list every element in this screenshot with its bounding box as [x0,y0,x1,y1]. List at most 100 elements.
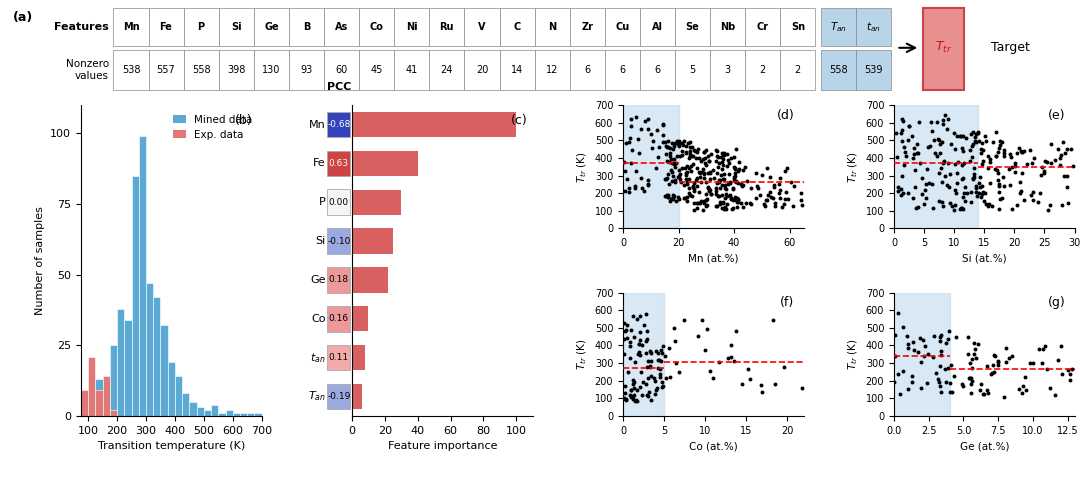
Point [962,198,980,206]
Point [688,164,705,172]
Point [905,144,922,152]
Point [729,179,746,186]
Point [970,129,987,136]
Point [658,191,675,198]
Bar [289,8,324,46]
Point [897,152,915,160]
Point [931,140,948,148]
Point [944,203,961,210]
Point [698,196,715,203]
Point [994,194,1011,201]
Point [618,326,635,334]
Point [931,149,948,156]
Point [714,165,731,173]
Point [945,206,962,214]
Point [959,350,976,358]
Point [894,367,912,375]
Point [754,389,771,396]
Point [1052,155,1069,163]
Point [900,137,917,144]
Point [732,180,750,188]
Point [901,122,918,130]
Bar [233,413,240,416]
Point [681,143,699,151]
Bar [675,8,711,46]
Point [893,191,910,198]
Bar [247,413,255,416]
Bar [499,8,535,46]
Point [909,203,927,211]
Point [939,125,956,132]
Point [677,148,694,156]
Point [951,206,969,213]
Point [726,153,743,161]
Point [908,141,926,148]
Point [1036,169,1053,176]
Point [666,140,684,147]
Point [793,384,810,391]
Point [1063,145,1080,152]
Point [773,204,791,211]
Point [966,164,983,172]
Text: Features: Features [54,22,109,32]
Point [692,157,710,165]
Point [667,359,685,367]
Point [657,175,674,183]
Point [696,149,713,156]
Point [995,146,1012,154]
Point [622,342,639,349]
Point [982,370,999,378]
Point [711,177,728,185]
Point [916,200,933,207]
Text: (f): (f) [781,296,795,309]
Point [906,183,923,190]
Point [967,133,984,141]
Point [660,137,677,145]
Point [985,368,1002,376]
Point [786,182,804,189]
Point [675,316,692,324]
Point [1034,163,1051,171]
Point [972,380,989,388]
Point [759,196,777,204]
Point [700,157,717,164]
Point [948,169,966,177]
Point [990,144,1008,152]
Point [995,393,1012,401]
Point [972,184,989,191]
Point [961,359,978,367]
Point [621,354,638,362]
Point [632,336,649,343]
Point [962,130,980,138]
Point [934,202,951,210]
Point [664,145,681,153]
X-axis label: Transition temperature (K): Transition temperature (K) [97,441,245,451]
Point [653,349,671,357]
Text: 6: 6 [584,65,591,75]
Point [927,149,944,157]
Point [677,169,694,177]
Point [991,137,1009,145]
Point [658,142,675,150]
Y-axis label: Number of samples: Number of samples [35,206,44,315]
Point [674,141,691,149]
Point [649,365,666,372]
Point [657,150,674,158]
Point [977,200,995,207]
Point [954,380,971,388]
Point [639,182,657,189]
Point [933,198,950,206]
Bar [183,393,189,416]
Point [715,205,732,213]
Point [899,345,916,352]
Point [665,160,683,167]
Point [1034,346,1051,353]
Point [726,165,743,173]
Point [715,161,732,169]
Point [719,156,737,164]
Point [626,358,644,366]
Point [940,115,957,123]
Bar [254,50,289,90]
X-axis label: Mn (at.%): Mn (at.%) [688,254,739,264]
Point [702,175,719,183]
